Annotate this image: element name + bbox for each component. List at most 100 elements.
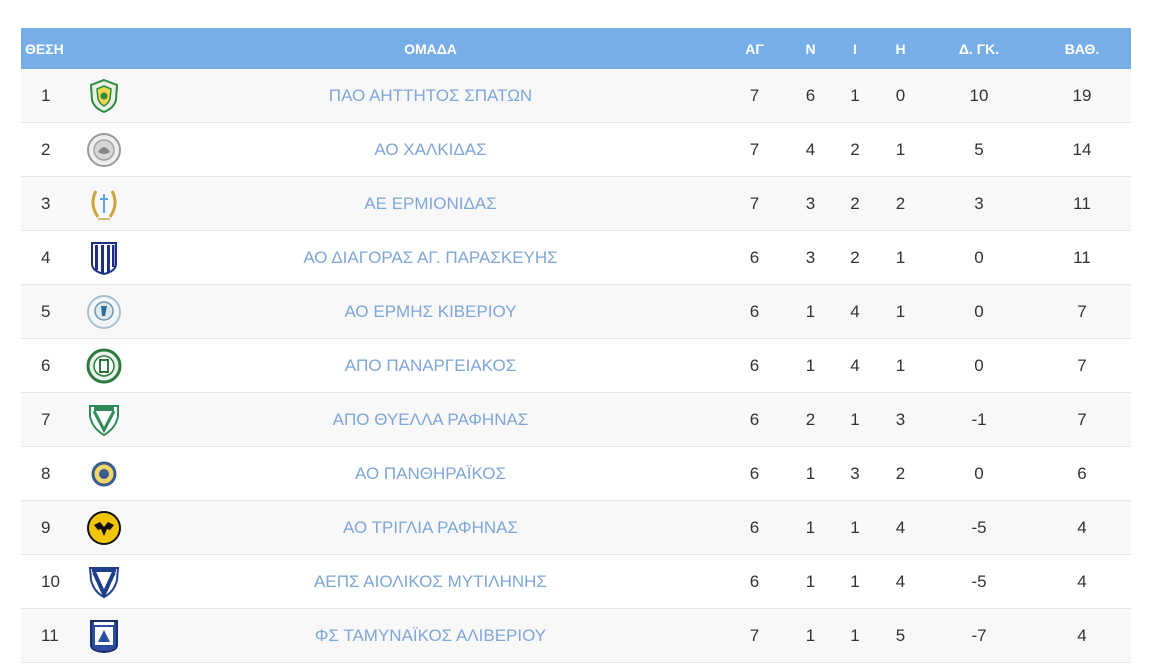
wins-cell: 4 [787, 122, 834, 177]
table-row: 2 ΑΟ ΧΑΛΚΙΔΑΣ 7 4 2 1 5 14 [21, 122, 1131, 177]
draws-cell: 1 [834, 69, 876, 123]
team-name-link[interactable]: ΑΟ ΠΑΝΘΗΡΑΪΚΟΣ [139, 446, 722, 501]
header-position: ΘΕΣΗ [21, 28, 79, 69]
team-name-link[interactable]: ΑΕ ΕΡΜΙΟΝΙΔΑΣ [139, 176, 722, 231]
team-name-link[interactable]: ΑΟ ΕΡΜΗΣ ΚΙΒΕΡΙΟΥ [139, 284, 722, 339]
team-name-link[interactable]: ΦΣ ΤΑΜΥΝΑΪΚΟΣ ΑΛΙΒΕΡΙΟΥ [139, 608, 722, 663]
points-cell: 19 [1033, 69, 1131, 123]
small-blue-yellow-crest-icon [86, 461, 122, 486]
team-logo-cell [79, 338, 139, 393]
wins-cell: 1 [787, 554, 834, 609]
wins-cell: 3 [787, 176, 834, 231]
green-round-crest-icon [86, 348, 122, 383]
points-cell: 7 [1033, 284, 1131, 339]
losses-cell: 1 [876, 230, 925, 285]
table-row: 3 ΑΕ ΕΡΜΙΟΝΙΔΑΣ 7 3 2 2 3 11 [21, 176, 1131, 231]
played-cell: 6 [722, 338, 787, 393]
points-cell: 11 [1033, 230, 1131, 285]
standings-table: ΘΕΣΗ ΟΜΑΔΑ ΑΓ Ν Ι Η Δ. ΓΚ. ΒΑΘ. 1 ΠΑΟ ΑΗΤ… [21, 28, 1131, 663]
goal-diff-cell: 0 [925, 446, 1033, 501]
losses-cell: 3 [876, 392, 925, 447]
played-cell: 7 [722, 608, 787, 663]
position-cell: 3 [21, 176, 79, 231]
wins-cell: 1 [787, 338, 834, 393]
draws-cell: 3 [834, 446, 876, 501]
points-cell: 6 [1033, 446, 1131, 501]
points-cell: 7 [1033, 392, 1131, 447]
table-row: 4 ΑΟ ΔΙΑΓΟΡΑΣ ΑΓ. ΠΑΡΑΣΚΕΥΗΣ 6 3 2 1 0 11 [21, 230, 1131, 285]
wins-cell: 6 [787, 69, 834, 123]
position-cell: 4 [21, 230, 79, 285]
table-row: 5 ΑΟ ΕΡΜΗΣ ΚΙΒΕΡΙΟΥ 6 1 4 1 0 7 [21, 284, 1131, 339]
header-goal-diff: Δ. ΓΚ. [925, 28, 1033, 69]
losses-cell: 4 [876, 500, 925, 555]
table-row: 11 ΦΣ ΤΑΜΥΝΑΪΚΟΣ ΑΛΙΒΕΡΙΟΥ 7 1 1 5 -7 4 [21, 608, 1131, 663]
team-name-link[interactable]: ΑΠΟ ΠΑΝΑΡΓΕΙΑΚΟΣ [139, 338, 722, 393]
wins-cell: 1 [787, 446, 834, 501]
losses-cell: 1 [876, 338, 925, 393]
team-name-link[interactable]: ΠΑΟ ΑΗΤΤΗΤΟΣ ΣΠΑΤΩΝ [139, 69, 722, 123]
goal-diff-cell: 0 [925, 338, 1033, 393]
goal-diff-cell: 0 [925, 230, 1033, 285]
draws-cell: 1 [834, 608, 876, 663]
goal-diff-cell: -1 [925, 392, 1033, 447]
team-logo-cell [79, 176, 139, 231]
goal-diff-cell: 10 [925, 69, 1033, 123]
played-cell: 7 [722, 176, 787, 231]
table-row: 8 ΑΟ ΠΑΝΘΗΡΑΪΚΟΣ 6 1 3 2 0 6 [21, 446, 1131, 501]
draws-cell: 1 [834, 392, 876, 447]
table-row: 6 ΑΠΟ ΠΑΝΑΡΓΕΙΑΚΟΣ 6 1 4 1 0 7 [21, 338, 1131, 393]
wins-cell: 1 [787, 608, 834, 663]
played-cell: 6 [722, 392, 787, 447]
position-cell: 1 [21, 69, 79, 123]
played-cell: 7 [722, 122, 787, 177]
team-logo-cell [79, 554, 139, 609]
played-cell: 6 [722, 554, 787, 609]
played-cell: 6 [722, 446, 787, 501]
points-cell: 4 [1033, 554, 1131, 609]
wins-cell: 1 [787, 500, 834, 555]
goal-diff-cell: 3 [925, 176, 1033, 231]
header-points: ΒΑΘ. [1033, 28, 1131, 69]
team-name-link[interactable]: ΑΕΠΣ ΑΙΟΛΙΚΟΣ ΜΥΤΙΛΗΝΗΣ [139, 554, 722, 609]
points-cell: 4 [1033, 608, 1131, 663]
team-logo-cell [79, 122, 139, 177]
draws-cell: 4 [834, 338, 876, 393]
team-logo-cell [79, 446, 139, 501]
green-v-shield-icon [86, 404, 122, 436]
header-row: ΘΕΣΗ ΟΜΑΔΑ ΑΓ Ν Ι Η Δ. ΓΚ. ΒΑΘ. [21, 28, 1131, 69]
wins-cell: 2 [787, 392, 834, 447]
laurel-wreath-crest-icon [86, 189, 122, 220]
position-cell: 5 [21, 284, 79, 339]
position-cell: 7 [21, 392, 79, 447]
yellow-black-eagle-crest-icon [86, 510, 122, 545]
draws-cell: 1 [834, 500, 876, 555]
position-cell: 9 [21, 500, 79, 555]
goal-diff-cell: 5 [925, 122, 1033, 177]
points-cell: 4 [1033, 500, 1131, 555]
header-logo [79, 28, 139, 69]
position-cell: 10 [21, 554, 79, 609]
team-name-link[interactable]: ΑΟ ΔΙΑΓΟΡΑΣ ΑΓ. ΠΑΡΑΣΚΕΥΗΣ [139, 230, 722, 285]
team-name-link[interactable]: ΑΟ ΧΑΛΚΙΔΑΣ [139, 122, 722, 177]
position-cell: 8 [21, 446, 79, 501]
played-cell: 7 [722, 69, 787, 123]
header-wins: Ν [787, 28, 834, 69]
goal-diff-cell: -7 [925, 608, 1033, 663]
played-cell: 6 [722, 500, 787, 555]
team-logo-cell [79, 608, 139, 663]
table-row: 1 ΠΑΟ ΑΗΤΤΗΤΟΣ ΣΠΑΤΩΝ 7 6 1 0 10 19 [21, 69, 1131, 123]
team-name-link[interactable]: ΑΟ ΤΡΙΓΛΙΑ ΡΑΦΗΝΑΣ [139, 500, 722, 555]
team-logo-cell [79, 69, 139, 123]
header-losses: Η [876, 28, 925, 69]
header-team: ΟΜΑΔΑ [139, 28, 722, 69]
losses-cell: 0 [876, 69, 925, 123]
goal-diff-cell: -5 [925, 500, 1033, 555]
light-blue-round-crest-icon [86, 294, 122, 329]
draws-cell: 2 [834, 176, 876, 231]
team-logo-cell [79, 284, 139, 339]
wins-cell: 1 [787, 284, 834, 339]
position-cell: 6 [21, 338, 79, 393]
goal-diff-cell: 0 [925, 284, 1033, 339]
team-name-link[interactable]: ΑΠΟ ΘΥΕΛΛΑ ΡΑΦΗΝΑΣ [139, 392, 722, 447]
